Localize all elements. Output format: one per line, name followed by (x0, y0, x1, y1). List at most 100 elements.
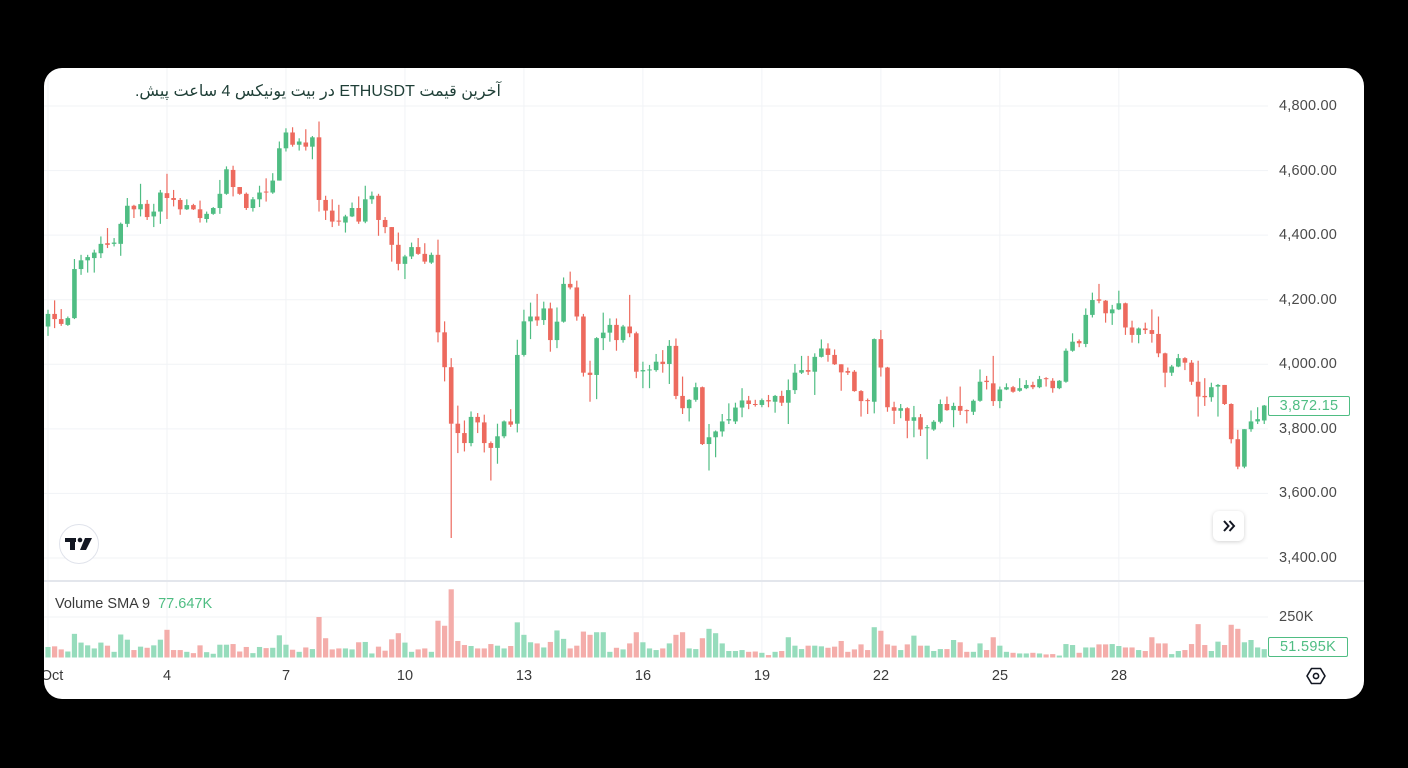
candle (435, 239, 441, 343)
candle-body (171, 198, 176, 200)
volume-bar (600, 632, 606, 658)
candle (501, 420, 507, 439)
candle (938, 399, 943, 424)
candle-body (111, 242, 117, 244)
candle (706, 424, 712, 471)
chart-canvas[interactable] (44, 68, 1364, 699)
volume-bar (508, 645, 514, 658)
candle (1030, 381, 1036, 390)
candle-body (1096, 299, 1102, 301)
candle-body (977, 381, 983, 401)
candle (91, 249, 97, 273)
candle (250, 197, 256, 212)
candle (852, 370, 857, 392)
scroll-to-realtime-button[interactable] (1213, 511, 1244, 541)
volume-bar (693, 649, 699, 658)
candle-body (1242, 429, 1247, 467)
candle-body (508, 421, 513, 425)
volume-bar (1010, 652, 1016, 658)
candle (376, 193, 381, 236)
volume-bar (250, 653, 256, 658)
candle-body (217, 193, 223, 209)
volume-bar (237, 651, 243, 658)
volume-bar (111, 651, 117, 658)
candle (1109, 304, 1115, 325)
volume-bar (858, 644, 864, 658)
tradingview-logo[interactable] (59, 524, 99, 564)
candle-body (997, 389, 1003, 402)
candle-body (918, 417, 923, 430)
candle (521, 309, 527, 357)
candle-body (369, 195, 375, 200)
volume-bar (686, 648, 692, 658)
candle (812, 353, 818, 395)
volume-bar (362, 641, 368, 658)
candle (858, 390, 864, 417)
candle (118, 222, 124, 256)
candle-body (951, 405, 956, 411)
candle (65, 316, 71, 326)
volume-bar (699, 638, 705, 658)
candle (561, 277, 566, 323)
volume-indicator-value: 77.647K (158, 596, 213, 612)
candle (1010, 385, 1016, 393)
candle (739, 388, 745, 418)
price-tick: 3,400.00 (1279, 550, 1338, 566)
candle (177, 198, 183, 215)
candle-body (303, 142, 309, 147)
candle-body (237, 187, 242, 194)
volume-bar (375, 646, 382, 658)
candle-body (1142, 328, 1148, 331)
volume-bar (336, 648, 342, 658)
volume-bar (190, 653, 197, 658)
volume-bar (230, 644, 236, 658)
candle (191, 203, 196, 210)
candle (144, 199, 150, 220)
volume-bar (124, 639, 130, 658)
candle (462, 420, 467, 452)
volume-bar (554, 630, 560, 658)
candle (918, 414, 923, 436)
volume-bar (898, 650, 904, 658)
candle-body (1228, 403, 1234, 440)
candle-body (1235, 439, 1241, 467)
candle-body (475, 416, 480, 423)
candle-body (746, 400, 751, 404)
candle-body (316, 137, 322, 200)
candle (105, 228, 110, 249)
volume-bar (1023, 653, 1029, 658)
candle (1162, 352, 1168, 388)
candle (402, 254, 408, 280)
candle (270, 173, 276, 194)
volume-bar (924, 645, 930, 658)
candle-body (1103, 300, 1108, 314)
candle-body (1050, 380, 1056, 389)
volume-bar (164, 629, 170, 658)
candle-body (462, 433, 467, 444)
candle-body (667, 345, 672, 364)
candle (772, 394, 778, 413)
volume-legend[interactable]: Volume SMA 9 77.647K (55, 595, 212, 613)
volume-bar (1149, 637, 1155, 658)
candle (263, 178, 269, 202)
candle (548, 302, 553, 352)
volume-bar (151, 645, 157, 658)
candle (805, 355, 811, 375)
candle-body (964, 410, 970, 412)
candle (905, 407, 910, 439)
candle-body (1176, 358, 1181, 367)
candle (429, 252, 434, 264)
candle-body (1255, 419, 1260, 422)
volume-bar (1195, 624, 1201, 658)
candle (481, 414, 487, 453)
candle (931, 420, 937, 431)
candle (58, 309, 64, 326)
volume-bar (501, 648, 507, 658)
chart-settings-button[interactable] (1306, 666, 1326, 686)
volume-bar (356, 642, 362, 658)
candle-body (329, 210, 335, 222)
volume-bar (45, 646, 51, 658)
candle-body (1017, 388, 1022, 391)
volume-bar (1136, 650, 1142, 658)
volume-bar (85, 645, 91, 658)
